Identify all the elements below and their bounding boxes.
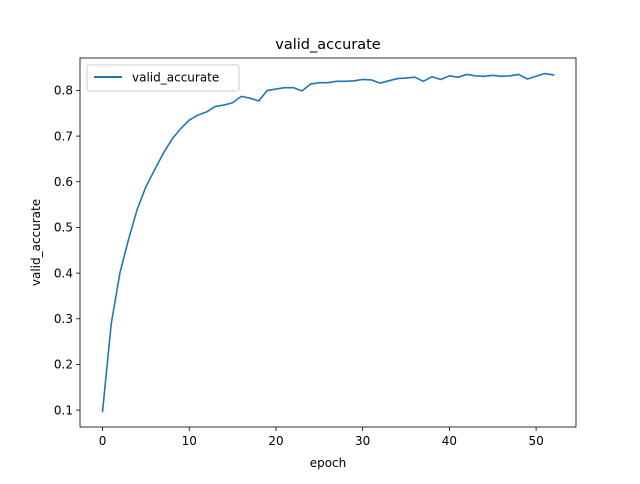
legend-label: valid_accurate: [132, 71, 219, 85]
x-tick-label: 40: [442, 434, 457, 448]
x-axis: 0 10 20 30 40 50: [99, 427, 544, 448]
x-tick-label: 30: [355, 434, 370, 448]
y-axis-label: valid_accurate: [29, 199, 43, 286]
y-tick-label: 0.5: [54, 221, 73, 235]
chart-title: valid_accurate: [275, 37, 381, 53]
legend-box: [86, 64, 240, 92]
plot-area: [101, 72, 555, 413]
series-line-0: [101, 72, 555, 413]
y-tick-label: 0.4: [54, 266, 73, 280]
x-tick-label: 20: [268, 434, 283, 448]
y-tick-label: 0.8: [54, 84, 73, 98]
x-axis-label: epoch: [310, 456, 347, 470]
y-tick-label: 0.3: [54, 312, 73, 326]
legend: valid_accurate: [86, 64, 240, 92]
x-tick-label: 10: [182, 434, 197, 448]
y-tick-label: 0.7: [54, 129, 73, 143]
x-tick-label: 0: [99, 434, 107, 448]
x-tick-label: 50: [528, 434, 543, 448]
axes-frame: [79, 57, 577, 428]
y-tick-label: 0.6: [54, 175, 73, 189]
y-tick-label: 0.2: [54, 358, 73, 372]
y-tick-label: 0.1: [54, 403, 73, 417]
y-axis: 0.1 0.2 0.3 0.4 0.5 0.6 0.7 0.8: [54, 84, 80, 417]
